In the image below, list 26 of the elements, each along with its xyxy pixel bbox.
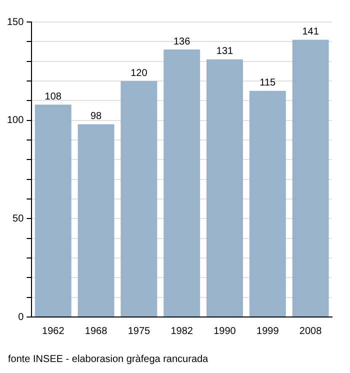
x-tick-label: 1962 [42, 326, 65, 337]
bar [34, 104, 72, 316]
data-label: 120 [130, 68, 148, 79]
data-label: 115 [260, 78, 276, 89]
y-tick-label: 50 [12, 213, 24, 224]
y-tick-label: 0 [18, 312, 24, 323]
data-label: 136 [174, 36, 191, 48]
source-note: fonte INSEE - elaborasion gràfega rancurada [8, 354, 208, 365]
x-tick-label: 2008 [299, 326, 322, 337]
data-label: 98 [90, 111, 102, 122]
x-tick-label: 1968 [84, 326, 108, 337]
data-label: 141 [302, 26, 320, 38]
x-tick-label: 1990 [214, 326, 236, 337]
bar [78, 124, 114, 316]
x-tick-label: 1975 [128, 326, 150, 337]
y-tick-label: 100 [6, 115, 24, 126]
data-label: 131 [216, 46, 234, 58]
bar [292, 40, 329, 316]
bar [164, 50, 200, 316]
bar [206, 59, 243, 316]
bar [249, 90, 286, 316]
y-tick-label: 150 [6, 16, 24, 28]
data-label: 108 [44, 91, 62, 102]
x-tick-label: 1999 [256, 326, 280, 337]
bar [120, 81, 158, 316]
x-tick-label: 1982 [170, 326, 194, 337]
